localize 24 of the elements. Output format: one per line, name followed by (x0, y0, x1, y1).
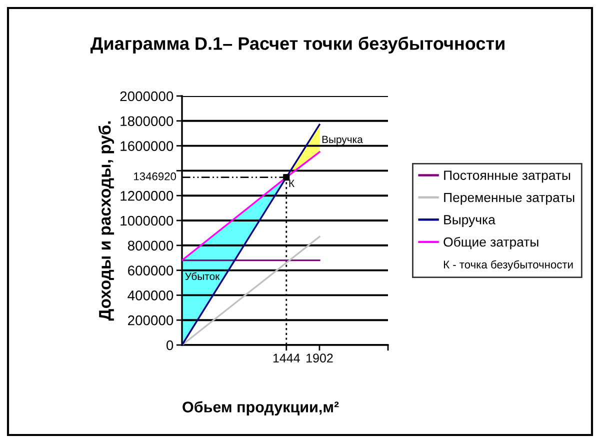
y-tick-label: 200000 (128, 315, 174, 326)
y-tick-label: 600000 (128, 266, 174, 276)
y-tick-label: 400000 (128, 290, 174, 300)
text: К - точка безубыточности (444, 260, 573, 271)
y-tick-label: 800000 (128, 240, 174, 251)
x-axis-title: Обьем продукции,м² (182, 401, 339, 416)
y-tick-label: 1000000 (120, 216, 174, 226)
legend-label: Выручка (444, 215, 496, 227)
annotation: К (289, 180, 294, 187)
annotation: 1346920 (134, 172, 176, 180)
y-tick-label: 1600000 (120, 141, 174, 151)
y-tick-label: 2000000 (120, 91, 174, 102)
legend-label: Общие затраты (444, 236, 538, 250)
legend-label: Постоянные затраты (444, 170, 570, 183)
y-tick-label: 1800000 (120, 116, 174, 126)
y-tick-label: 1200000 (120, 190, 174, 201)
annotation: Выручка (322, 136, 363, 146)
legend-label: Переменные затраты (444, 192, 574, 205)
x-tick-label: 1444 (273, 354, 300, 362)
y-tick-label: 0 (166, 340, 174, 350)
chart-title: Диаграмма D.1– Расчет точки безубыточности (90, 36, 504, 54)
x-tick-label: 1902 (306, 354, 333, 363)
y-axis-title: Доходы и расходы, руб. (98, 121, 114, 321)
annotation: Убыток (185, 272, 220, 280)
